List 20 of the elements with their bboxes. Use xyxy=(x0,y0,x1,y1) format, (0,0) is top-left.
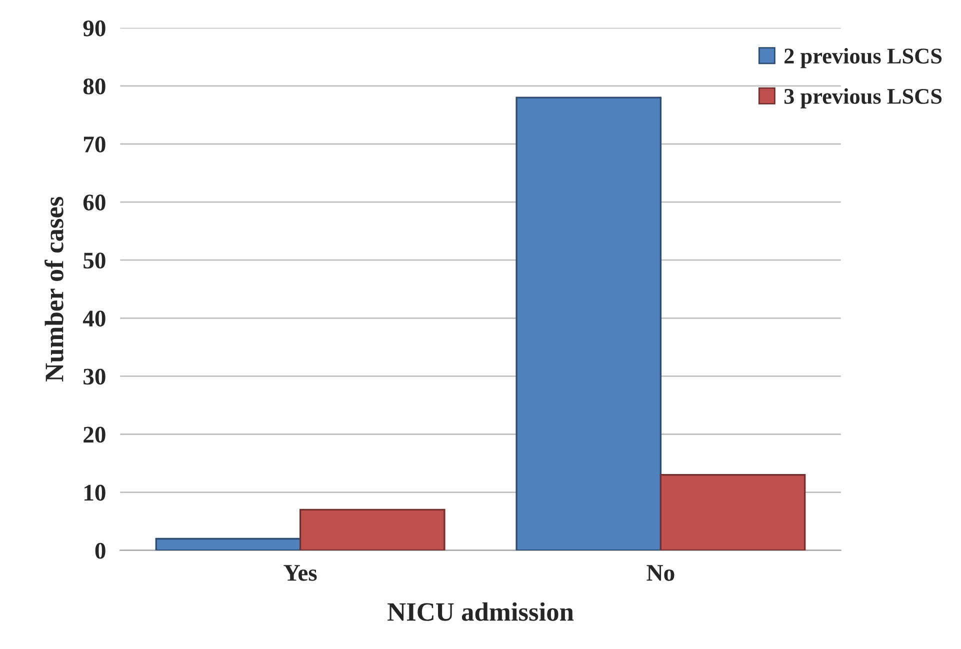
y-tick-label: 90 xyxy=(83,20,106,36)
y-tick-label: 20 xyxy=(84,426,106,443)
bar xyxy=(155,538,302,550)
x-tick-label: Yes xyxy=(284,565,317,581)
y-tick-label: 70 xyxy=(84,136,106,152)
y-tick-label: 40 xyxy=(82,310,106,327)
y-tick-label: 80 xyxy=(83,78,106,94)
y-tick-label: 60 xyxy=(83,194,106,210)
y-tick-label: 50 xyxy=(84,252,106,269)
y-tick-label: 30 xyxy=(84,368,106,385)
legend-label: 2 previous LSCS xyxy=(784,48,942,68)
x-tick-label: No xyxy=(646,565,674,581)
x-axis-title: NICU admission xyxy=(388,602,574,621)
y-tick-label: 0 xyxy=(95,542,106,559)
bar xyxy=(660,474,806,550)
y-tick-label: 10 xyxy=(84,484,106,501)
y-axis-title: Number of cases xyxy=(44,196,64,382)
bar xyxy=(299,508,446,550)
legend-label: 3 previous LSCS xyxy=(784,88,942,108)
bar xyxy=(516,96,662,550)
